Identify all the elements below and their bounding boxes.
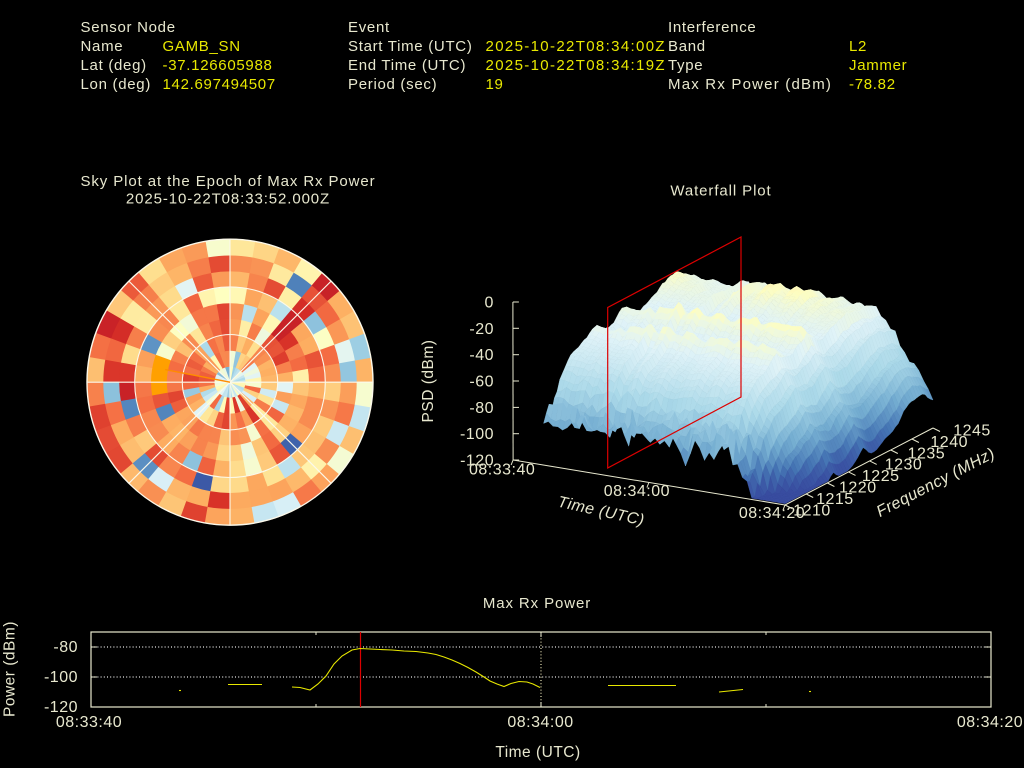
svg-text:-78.82: -78.82 bbox=[849, 76, 896, 93]
svg-text:08:33:40: 08:33:40 bbox=[56, 714, 122, 731]
svg-text:-20: -20 bbox=[469, 321, 494, 338]
svg-text:Time (UTC): Time (UTC) bbox=[495, 744, 580, 761]
svg-text:L2: L2 bbox=[849, 38, 867, 55]
svg-text:1230: 1230 bbox=[885, 457, 923, 474]
svg-text:Power (dBm): Power (dBm) bbox=[2, 621, 19, 717]
svg-text:Interference: Interference bbox=[668, 19, 756, 36]
svg-text:1215: 1215 bbox=[816, 491, 854, 508]
svg-text:Lon (deg): Lon (deg) bbox=[81, 76, 152, 93]
svg-text:Sky Plot at the Epoch of Max R: Sky Plot at the Epoch of Max Rx Power bbox=[80, 173, 375, 190]
svg-text:142.697494507: 142.697494507 bbox=[163, 76, 276, 93]
svg-text:-120: -120 bbox=[44, 699, 78, 716]
svg-text:-100: -100 bbox=[460, 426, 494, 443]
svg-text:19: 19 bbox=[486, 76, 504, 93]
svg-text:-100: -100 bbox=[44, 669, 78, 686]
svg-text:Jammer: Jammer bbox=[849, 57, 907, 74]
svg-text:-37.126605988: -37.126605988 bbox=[163, 57, 273, 74]
svg-text:Waterfall Plot: Waterfall Plot bbox=[670, 183, 771, 200]
svg-text:Band: Band bbox=[668, 38, 706, 55]
svg-text:-120: -120 bbox=[460, 453, 494, 470]
svg-text:Start Time (UTC): Start Time (UTC) bbox=[348, 38, 473, 55]
svg-text:-80: -80 bbox=[53, 639, 78, 656]
svg-text:1245: 1245 bbox=[953, 423, 991, 440]
svg-text:08:34:00: 08:34:00 bbox=[604, 483, 670, 500]
svg-text:08:34:00: 08:34:00 bbox=[507, 714, 573, 731]
svg-text:-80: -80 bbox=[469, 400, 494, 417]
svg-text:PSD (dBm): PSD (dBm) bbox=[420, 340, 437, 423]
svg-text:Lat (deg): Lat (deg) bbox=[81, 57, 147, 74]
svg-text:1240: 1240 bbox=[930, 434, 968, 451]
svg-text:Max Rx Power (dBm): Max Rx Power (dBm) bbox=[668, 76, 832, 93]
svg-text:1225: 1225 bbox=[862, 468, 900, 485]
svg-text:-40: -40 bbox=[469, 347, 494, 364]
svg-text:Type: Type bbox=[668, 57, 703, 74]
svg-text:-60: -60 bbox=[469, 374, 494, 391]
svg-text:1220: 1220 bbox=[839, 480, 877, 497]
svg-text:2025-10-22T08:34:00Z: 2025-10-22T08:34:00Z bbox=[486, 38, 666, 55]
svg-text:End Time (UTC): End Time (UTC) bbox=[348, 57, 466, 74]
svg-text:Max Rx Power: Max Rx Power bbox=[483, 595, 591, 612]
svg-text:08:33:40: 08:33:40 bbox=[469, 462, 535, 479]
svg-text:08:34:20: 08:34:20 bbox=[957, 714, 1023, 731]
svg-text:2025-10-22T08:33:52.000Z: 2025-10-22T08:33:52.000Z bbox=[126, 191, 330, 208]
svg-text:Name: Name bbox=[81, 38, 124, 55]
svg-text:1235: 1235 bbox=[908, 445, 946, 462]
svg-text:GAMB_SN: GAMB_SN bbox=[163, 38, 241, 55]
svg-text:2025-10-22T08:34:19Z: 2025-10-22T08:34:19Z bbox=[486, 57, 666, 74]
svg-text:Event: Event bbox=[348, 19, 390, 36]
svg-text:08:34:20: 08:34:20 bbox=[739, 505, 805, 522]
svg-text:Sensor Node: Sensor Node bbox=[81, 19, 176, 36]
svg-text:Period (sec): Period (sec) bbox=[348, 76, 437, 93]
svg-text:1210: 1210 bbox=[793, 503, 831, 520]
svg-text:0: 0 bbox=[484, 295, 493, 312]
